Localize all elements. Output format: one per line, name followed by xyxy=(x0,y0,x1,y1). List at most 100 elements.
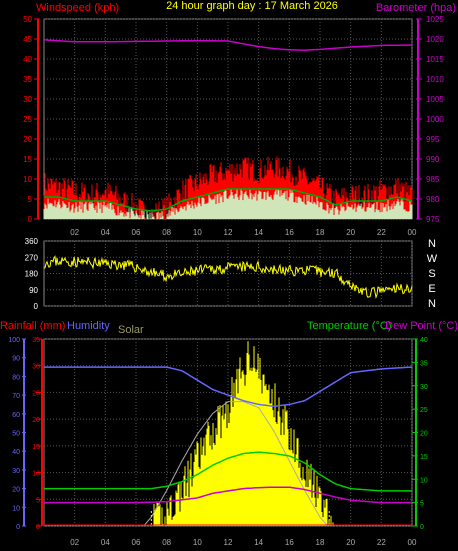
rainfall-tick-label: 5 xyxy=(36,497,40,504)
temperature-tick-label: 25 xyxy=(420,407,428,414)
rainfall-tick-label: 10 xyxy=(32,471,40,478)
humidity-tick-label: 0 xyxy=(16,524,20,531)
hour-tick-label: 22 xyxy=(377,228,386,237)
barometer-tick-label: 985 xyxy=(426,175,440,184)
hour-tick-label: 02 xyxy=(70,228,79,237)
hour-tick-label: 06 xyxy=(132,228,141,237)
hour-tick-label: 16 xyxy=(285,538,294,547)
barometer-tick-label: 1005 xyxy=(426,95,444,104)
hour-tick-label: 14 xyxy=(254,228,263,237)
rainfall-tick-label: 0 xyxy=(36,524,40,531)
barometer-tick-label: 995 xyxy=(426,135,440,144)
compass-label-e: E xyxy=(428,283,435,295)
barometer-line xyxy=(43,39,412,51)
windspeed-tick-label: 45 xyxy=(23,35,32,44)
chart-title: 24 hour graph day : 17 March 2026 xyxy=(166,0,338,12)
barometer-tick-label: 1015 xyxy=(426,55,444,64)
hour-tick-label: 08 xyxy=(162,538,171,547)
humidity-legend: Humidity xyxy=(67,320,110,332)
solar-legend: Solar xyxy=(118,324,144,336)
hour-tick-label: 00 xyxy=(408,538,417,547)
compass-label-s: S xyxy=(428,268,435,280)
barometer-tick-label: 980 xyxy=(426,195,440,204)
humidity-tick-label: 90 xyxy=(12,356,20,363)
direction-line xyxy=(43,255,413,300)
direction-tick-label: 360 xyxy=(25,237,39,246)
temperature-tick-label: 20 xyxy=(420,431,428,438)
windspeed-axis-label: Windspeed (kph) xyxy=(36,2,119,14)
compass-label-w: W xyxy=(427,253,438,265)
windspeed-tick-label: 10 xyxy=(23,175,32,184)
humidity-tick-label: 100 xyxy=(8,337,20,344)
humidity-tick-label: 10 xyxy=(12,505,20,512)
temperature-tick-label: 5 xyxy=(420,501,424,508)
windspeed-tick-label: 35 xyxy=(23,75,32,84)
temperature-tick-label: 0 xyxy=(420,524,424,531)
windspeed-tick-label: 30 xyxy=(23,95,32,104)
hour-tick-label: 00 xyxy=(408,228,417,237)
windspeed-tick-label: 25 xyxy=(23,115,32,124)
direction-tick-label: 180 xyxy=(25,270,39,279)
windspeed-tick-label: 20 xyxy=(23,135,32,144)
barometer-tick-label: 990 xyxy=(426,155,440,164)
humidity-line xyxy=(44,366,413,408)
windspeed-tick-label: 15 xyxy=(23,155,32,164)
hour-tick-label: 12 xyxy=(224,538,233,547)
temperature-tick-label: 30 xyxy=(420,384,428,391)
hour-tick-label: 04 xyxy=(101,538,110,547)
humidity-tick-label: 70 xyxy=(12,393,20,400)
barometer-tick-label: 975 xyxy=(426,215,440,224)
hour-tick-label: 12 xyxy=(224,228,233,237)
windspeed-tick-label: 40 xyxy=(23,55,32,64)
hour-tick-label: 16 xyxy=(285,228,294,237)
temperature-line xyxy=(44,451,412,492)
hour-tick-label: 06 xyxy=(132,538,141,547)
direction-tick-label: 90 xyxy=(29,286,38,295)
wind-barometer-panel: 0510152025303540455097598098599099510001… xyxy=(23,15,444,237)
temperature-tick-label: 15 xyxy=(420,454,428,461)
hour-tick-label: 10 xyxy=(193,228,202,237)
temperature-tick-label: 35 xyxy=(420,360,428,367)
windspeed-tick-label: 5 xyxy=(28,195,33,204)
hour-tick-label: 18 xyxy=(316,228,325,237)
temperature-tick-label: 10 xyxy=(420,477,428,484)
hour-tick-label: 04 xyxy=(101,228,110,237)
direction-tick-label: 0 xyxy=(34,302,39,311)
hour-tick-label: 14 xyxy=(254,538,263,547)
direction-tick-label: 270 xyxy=(25,253,39,262)
rainfall-tick-label: 25 xyxy=(32,390,40,397)
hour-tick-label: 18 xyxy=(316,538,325,547)
temperature-legend: Temperature (°C) xyxy=(307,320,391,332)
humidity-tick-label: 80 xyxy=(12,374,20,381)
humidity-tick-label: 30 xyxy=(12,468,20,475)
hour-tick-label: 08 xyxy=(162,228,171,237)
hour-tick-label: 02 xyxy=(70,538,79,547)
rainfall-tick-label: 35 xyxy=(32,337,40,344)
humidity-tick-label: 20 xyxy=(12,487,20,494)
barometer-tick-label: 1000 xyxy=(426,115,444,124)
hour-tick-label: 22 xyxy=(377,538,386,547)
hour-tick-label: 10 xyxy=(193,538,202,547)
compass-label-n: N xyxy=(428,298,436,310)
humidity-tick-label: 40 xyxy=(12,449,20,456)
rainfall-tick-label: 30 xyxy=(32,364,40,371)
rainfall-tick-label: 20 xyxy=(32,417,40,424)
humidity-tick-label: 50 xyxy=(12,431,20,438)
windspeed-tick-label: 0 xyxy=(28,215,33,224)
barometer-tick-label: 1025 xyxy=(426,15,444,24)
compass-label-n: N xyxy=(428,238,436,250)
rain-humidity-temperature-panel: Rainfall (mm) Humidity Solar Temperature (°… xyxy=(0,320,458,547)
humidity-tick-label: 60 xyxy=(12,412,20,419)
barometer-tick-label: 1020 xyxy=(426,35,444,44)
hour-tick-label: 20 xyxy=(346,538,355,547)
rainfall-legend: Rainfall (mm) xyxy=(0,320,65,332)
dewpoint-legend: Dew Point (°C) xyxy=(385,320,458,332)
windspeed-tick-label: 50 xyxy=(23,15,32,24)
dewpoint-line xyxy=(44,486,412,504)
wind-average-line xyxy=(44,188,413,212)
hour-tick-label: 20 xyxy=(346,228,355,237)
barometer-tick-label: 1010 xyxy=(426,75,444,84)
